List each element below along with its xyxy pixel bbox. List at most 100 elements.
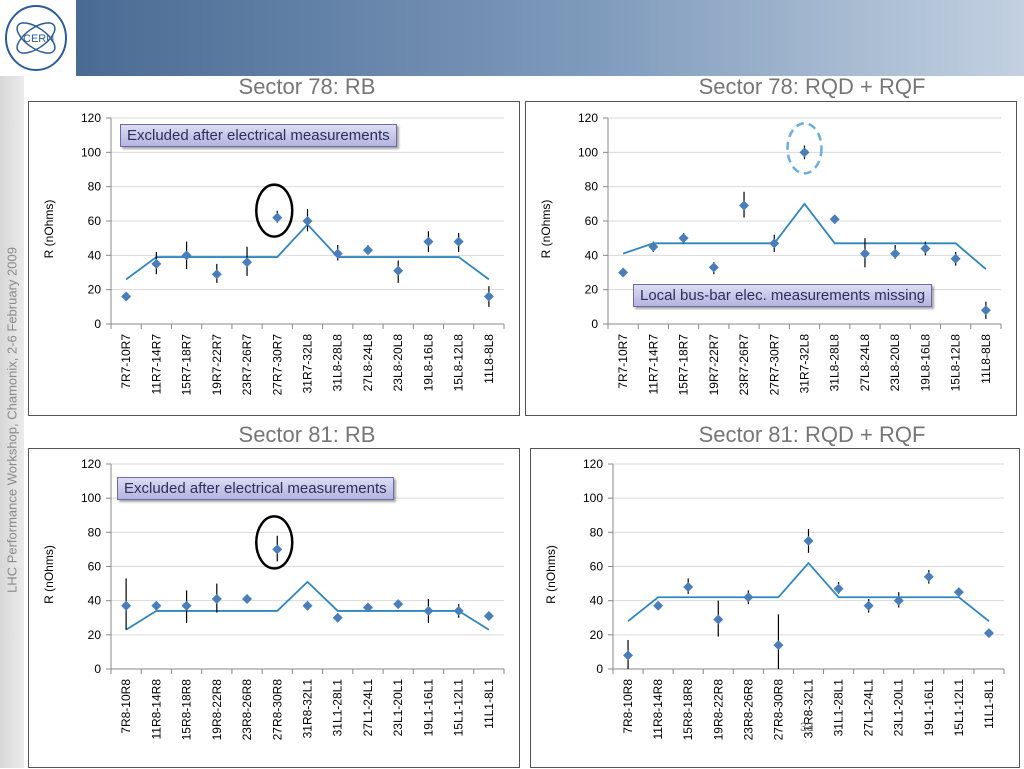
x-tick-label: 23R8-26R8: [741, 679, 755, 741]
data-point: [151, 258, 162, 269]
x-tick-label: 15L1-12L1: [452, 679, 466, 737]
y-tick-label: 100: [583, 491, 603, 505]
y-tick-label: 80: [585, 180, 599, 194]
x-tick-label: 15R7-18R7: [180, 334, 194, 396]
x-tick-label: 31R7-32L8: [798, 334, 812, 394]
data-point: [423, 605, 434, 616]
y-tick-label: 0: [591, 317, 598, 331]
y-axis-label: R (nOhms): [42, 545, 56, 604]
data-point: [362, 245, 373, 256]
data-point: [121, 600, 132, 611]
x-tick-label: 23L8-20L8: [888, 334, 902, 392]
data-point: [453, 236, 464, 247]
x-tick-label: 15R8-18R8: [681, 679, 695, 741]
data-point: [653, 600, 664, 611]
y-tick-label: 60: [88, 560, 102, 574]
model-line: [627, 561, 990, 622]
y-tick-label: 60: [590, 560, 604, 574]
chart-title-sector78-rb: Sector 78: RB: [238, 74, 376, 99]
y-tick-label: 40: [88, 594, 102, 608]
x-tick-label: 31L1-28L1: [331, 679, 345, 737]
y-axis-label: R (nOhms): [42, 200, 56, 259]
y-tick-label: 0: [94, 662, 101, 676]
x-tick-label: 27L1-24L1: [361, 679, 375, 737]
y-tick-label: 120: [578, 111, 598, 125]
data-point: [773, 640, 784, 651]
y-tick-label: 40: [590, 594, 604, 608]
x-tick-label: 31L8-28L8: [828, 334, 842, 392]
data-point: [833, 583, 844, 594]
chart-sector78-rq: 0 20 40 60 80 100 120 7R7-10R7 11R7-14R7 15R7-18R…: [525, 101, 1017, 416]
x-tick-label: 31L1-28L1: [832, 679, 846, 737]
chart-sector81-rq: 0 20 40 60 80 100 120 7R8-10R8 11R8-14R8 15R8-18R…: [530, 448, 1020, 768]
y-tick-label: 120: [583, 457, 603, 471]
highlight-circle: [786, 122, 823, 175]
data-point: [863, 600, 874, 611]
x-tick-label: 23R7-26R7: [737, 334, 751, 396]
x-tick-label: 11R7-14R7: [149, 334, 163, 395]
data-point: [121, 291, 132, 302]
x-tick-label: 11L8-8L8: [979, 334, 993, 384]
data-point: [483, 611, 494, 622]
data-point: [920, 243, 931, 254]
x-tick-label: 11L1-8L1: [482, 679, 496, 729]
data-point: [953, 587, 964, 598]
data-point: [483, 291, 494, 302]
y-tick-label: 100: [81, 145, 101, 159]
model-line: [125, 223, 490, 281]
data-point: [923, 571, 934, 582]
data-point: [272, 212, 283, 223]
data-point: [453, 605, 464, 616]
data-point: [242, 257, 253, 268]
x-tick-label: 31R8-32L1: [301, 679, 315, 739]
data-point: [302, 216, 313, 226]
y-tick-label: 120: [81, 111, 101, 125]
x-tick-label: 27R7-30R7: [270, 334, 284, 396]
y-tick-label: 100: [578, 145, 598, 159]
data-point: [181, 600, 192, 611]
x-tick-label: 27L8-24L8: [361, 334, 375, 392]
x-tick-label: 15L1-12L1: [952, 679, 966, 737]
cern-logo: CERN: [0, 0, 76, 76]
x-tick-label: 23R7-26R7: [240, 334, 254, 396]
data-point: [739, 200, 750, 211]
x-tick-label: 11R8-14R8: [149, 679, 163, 740]
data-point: [829, 214, 840, 225]
x-tick-label: 11L8-8L8: [482, 334, 496, 384]
y-tick-label: 100: [81, 491, 101, 505]
x-tick-label: 23L1-20L1: [892, 679, 906, 737]
y-tick-label: 0: [94, 317, 101, 331]
data-point: [332, 612, 343, 623]
x-tick-label: 11L1-8L1: [982, 679, 996, 729]
x-tick-label: 27R7-30R7: [767, 334, 781, 396]
chart-title-sector81-rb: Sector 81: RB: [238, 422, 376, 447]
data-point: [743, 592, 754, 603]
data-point: [983, 628, 994, 639]
x-tick-label: 15R7-18R7: [677, 334, 691, 396]
x-tick-label: 31L8-28L8: [331, 334, 345, 392]
y-tick-label: 80: [88, 525, 102, 539]
data-point: [618, 267, 629, 278]
note-missing: Local bus-bar elec. measurements missing: [633, 284, 933, 307]
data-point: [648, 241, 659, 252]
note-excluded: Excluded after electrical measurements: [120, 124, 397, 147]
data-point: [332, 248, 343, 259]
data-point: [890, 248, 901, 259]
x-tick-label: 23R8-26R8: [240, 679, 254, 741]
x-tick-label: 31R7-32L8: [301, 334, 315, 394]
data-point: [393, 599, 404, 610]
chart-sector78-rb: 0 20 40 60 80 100 120 7R7-10R7 11R7-14R7 15R7-18R…: [28, 101, 520, 416]
data-point: [211, 593, 222, 604]
x-tick-label: 23L1-20L1: [391, 679, 405, 737]
x-tick-label: 19L8-16L8: [421, 334, 435, 392]
data-point: [242, 593, 253, 604]
data-point: [893, 595, 904, 606]
x-tick-label: 15R8-18R8: [180, 679, 194, 741]
data-point: [393, 265, 404, 276]
x-tick-label: 19L1-16L1: [421, 679, 435, 737]
chart-title-sector78-rq: Sector 78: RQD + RQF: [698, 74, 926, 99]
y-tick-label: 20: [590, 628, 604, 642]
x-tick-label: 15L8-12L8: [452, 334, 466, 392]
data-point: [151, 600, 162, 611]
y-tick-label: 40: [585, 248, 599, 262]
